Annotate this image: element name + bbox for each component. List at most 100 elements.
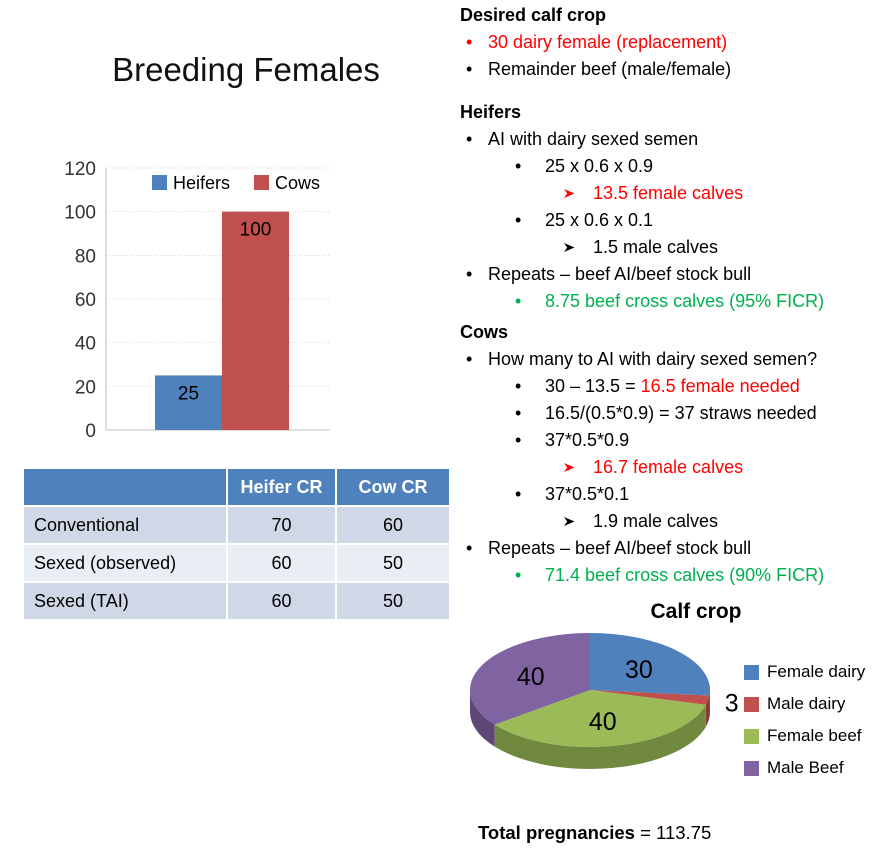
- note-line: • 25 x 0.6 x 0.1: [458, 207, 882, 234]
- table-cell-label: Sexed (observed): [24, 545, 226, 581]
- dot-bullet-icon: •: [466, 129, 473, 149]
- pie-side-male-beef: [470, 690, 495, 747]
- pie-chart-title: Calf crop: [650, 600, 742, 623]
- legend-label: Cows: [275, 173, 320, 193]
- table-header-row: Heifer CR Cow CR: [24, 469, 449, 505]
- note-line: • 71.4 beef cross calves (90% FICR): [458, 562, 882, 589]
- pie-value-label: 30: [625, 656, 653, 684]
- pie-slice-male-dairy: [590, 690, 710, 705]
- note-text: Repeats – beef AI/beef stock bull: [488, 538, 752, 558]
- y-tick-label: 120: [64, 159, 96, 180]
- note-line: • Repeats – beef AI/beef stock bull: [458, 261, 882, 288]
- dot-bullet-icon: •: [466, 59, 473, 79]
- note-line: 16.7 female calves: [458, 454, 882, 481]
- table-cell-label: Sexed (TAI): [24, 583, 226, 619]
- pie-legend-item: Female dairy: [744, 656, 865, 688]
- note-text: 30 dairy female (replacement): [488, 32, 728, 52]
- note-text: 25 x 0.6 x 0.9: [545, 156, 654, 176]
- page-title: Breeding Females: [112, 51, 380, 88]
- dot-bullet-icon: •: [466, 538, 473, 558]
- legend-swatch-icon: [254, 175, 269, 190]
- dot-bullet-icon: •: [515, 291, 522, 311]
- note-text: 30 – 13.5 =: [545, 376, 641, 396]
- legend-swatch-icon: [744, 728, 759, 744]
- pie-legend-item: Male dairy: [744, 688, 865, 720]
- y-tick-label: 80: [75, 246, 96, 267]
- notes-section: Cows • How many to AI with dairy sexed sem…: [458, 319, 882, 589]
- note-line: 13.5 female calves: [458, 180, 882, 207]
- table-cell-value: 60: [337, 507, 449, 543]
- section-heading: Desired calf crop: [460, 5, 607, 25]
- legend-swatch-icon: [152, 175, 167, 190]
- table-row: Conventional 70 60: [24, 507, 449, 543]
- bar-chart: 0 20 40 60 80 100 120 25 100 Heifers Cows: [64, 159, 330, 442]
- note-line: • 8.75 beef cross calves (95% FICR): [458, 288, 882, 315]
- dot-bullet-icon: •: [515, 565, 522, 585]
- dot-bullet-icon: •: [466, 264, 473, 284]
- note-text: 13.5 female calves: [593, 183, 744, 203]
- dot-bullet-icon: •: [515, 430, 522, 450]
- table-row: Sexed (TAI) 60 50: [24, 583, 449, 619]
- section-heading: Heifers: [460, 102, 522, 122]
- table-cell-value: 60: [228, 583, 335, 619]
- dot-bullet-icon: •: [466, 349, 473, 369]
- note-text: 71.4 beef cross calves (90% FICR): [545, 565, 825, 585]
- note-line: • 30 – 13.5 = 16.5 female needed: [458, 373, 882, 400]
- table-cell-value: 60: [228, 545, 335, 581]
- arrow-bullet-icon: [563, 508, 576, 535]
- y-tick-label: 100: [64, 203, 96, 224]
- y-tick-label: 20: [75, 377, 96, 398]
- table-cell-value: 70: [228, 507, 335, 543]
- pie-legend-item: Female beef: [744, 720, 865, 752]
- note-line: • AI with dairy sexed semen: [458, 126, 882, 153]
- legend-label: Female beef: [767, 726, 862, 745]
- total-value: = 113.75: [640, 822, 712, 843]
- note-line: • 37*0.5*0.1: [458, 481, 882, 508]
- bar-value-label: 100: [240, 220, 272, 241]
- table-cell-value: 50: [337, 583, 449, 619]
- pie-value-label: 40: [589, 708, 617, 736]
- note-text: 8.75 beef cross calves (95% FICR): [545, 291, 825, 311]
- table-header-empty: [24, 469, 226, 505]
- pie-legend: Female dairy Male dairy Female beef Male Be…: [744, 656, 865, 784]
- dot-bullet-icon: •: [515, 484, 522, 504]
- cr-table: Heifer CR Cow CR Conventional 70 60 Sexe…: [22, 467, 451, 621]
- note-text: 1.5 male calves: [593, 237, 719, 257]
- note-line: • How many to AI with dairy sexed semen?: [458, 346, 882, 373]
- note-text: 16.7 female calves: [593, 457, 744, 477]
- bar-value-label: 25: [178, 383, 199, 404]
- pie-side-male-dairy: [705, 695, 710, 727]
- note-line: • 25 x 0.6 x 0.9: [458, 153, 882, 180]
- note-line: • Repeats – beef AI/beef stock bull: [458, 535, 882, 562]
- total-pregnancies: Total pregnancies = 113.75: [478, 822, 711, 844]
- note-line: • Remainder beef (male/female): [458, 56, 882, 83]
- notes-panel: Desired calf crop • 30 dairy female (repla…: [458, 2, 882, 589]
- note-text: 25 x 0.6 x 0.1: [545, 210, 654, 230]
- y-tick-label: 0: [85, 421, 96, 442]
- y-tick-label: 60: [75, 290, 96, 311]
- note-text: 16.5 female needed: [640, 376, 800, 396]
- pie-slice-male-beef: [470, 633, 590, 725]
- table-cell-value: 50: [337, 545, 449, 581]
- note-line: 1.5 male calves: [458, 234, 882, 261]
- legend-swatch-icon: [744, 760, 759, 776]
- pie-legend-item: Male Beef: [744, 752, 865, 784]
- total-label: Total pregnancies: [478, 822, 635, 843]
- bar-cows: [222, 211, 289, 430]
- pie-slice-female-dairy: [590, 633, 710, 696]
- note-text: Remainder beef (male/female): [488, 59, 732, 79]
- dot-bullet-icon: •: [515, 376, 522, 396]
- dot-bullet-icon: •: [515, 403, 522, 423]
- y-tick-label: 40: [75, 334, 96, 355]
- note-line: • 16.5/(0.5*0.9) = 37 straws needed: [458, 400, 882, 427]
- legend-swatch-icon: [744, 664, 759, 680]
- table-row: Sexed (observed) 60 50: [24, 545, 449, 581]
- pie-value-label: 3: [725, 689, 739, 717]
- pie-value-label: 40: [517, 663, 545, 691]
- dot-bullet-icon: •: [515, 156, 522, 176]
- notes-section: Desired calf crop • 30 dairy female (repla…: [458, 2, 882, 83]
- table-header-heifer-cr: Heifer CR: [228, 469, 335, 505]
- note-line: 1.9 male calves: [458, 508, 882, 535]
- note-text: 16.5/(0.5*0.9) = 37 straws needed: [545, 403, 817, 423]
